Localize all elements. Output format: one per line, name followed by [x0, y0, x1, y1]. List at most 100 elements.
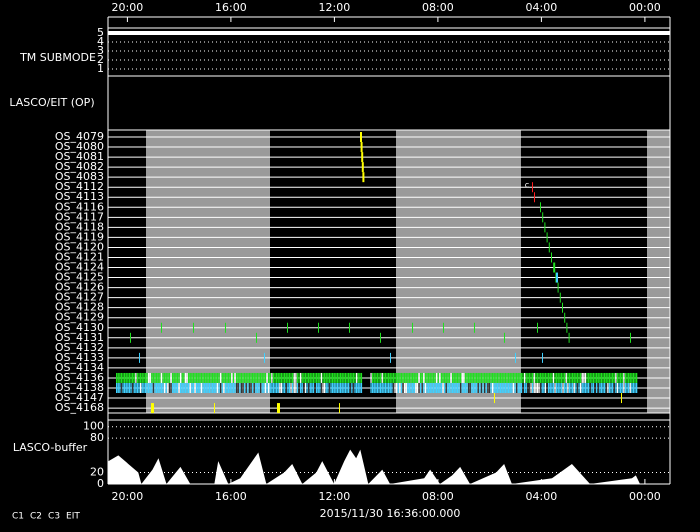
event [152, 372, 155, 383]
event [157, 383, 159, 393]
buffer-tick-label: 100 [83, 420, 104, 433]
event [546, 372, 548, 383]
event [144, 372, 147, 383]
event [605, 383, 607, 393]
event [442, 383, 444, 393]
event [484, 372, 486, 383]
event [287, 383, 289, 393]
event [568, 372, 571, 383]
event [335, 383, 337, 393]
event [120, 372, 123, 383]
event [556, 372, 558, 383]
event [616, 372, 619, 383]
bottom-tick-label: 20:00 [112, 490, 144, 503]
event [122, 372, 124, 383]
event [356, 372, 358, 383]
event [444, 383, 446, 393]
bottom-tick-label: 16:00 [215, 490, 247, 503]
event [439, 372, 441, 383]
event [135, 383, 137, 393]
shade [647, 130, 670, 413]
event [240, 372, 243, 383]
row-label: OS_4134 [55, 361, 104, 374]
event [568, 383, 571, 393]
tm-tick-label: 1 [97, 62, 104, 75]
event [578, 383, 580, 393]
event [324, 383, 326, 393]
event [188, 383, 190, 393]
event [224, 372, 227, 383]
event [351, 383, 353, 393]
event [172, 383, 174, 393]
event [148, 383, 150, 393]
event [306, 383, 308, 393]
event [508, 383, 510, 393]
bottom-tick-label: 12:00 [319, 490, 351, 503]
event [469, 372, 471, 383]
event [357, 383, 359, 393]
event [132, 372, 134, 383]
event [176, 383, 179, 393]
event [192, 383, 195, 393]
event [557, 372, 559, 383]
top-tick-label: 20:00 [112, 1, 144, 14]
event [599, 372, 601, 383]
event [376, 372, 379, 383]
event [429, 372, 431, 383]
event [260, 372, 262, 383]
event [604, 383, 606, 393]
event [610, 383, 612, 393]
event [317, 383, 319, 393]
event [304, 383, 307, 393]
event [186, 383, 188, 393]
event [570, 372, 572, 383]
event [537, 322, 538, 333]
event [471, 383, 473, 393]
event [439, 383, 441, 393]
event [458, 383, 460, 393]
bottom-tick-label: 00:00 [629, 490, 661, 503]
event [164, 372, 166, 383]
lasco-label: LASCO/EIT (OP) [9, 96, 94, 109]
event [352, 372, 355, 383]
event [431, 383, 433, 393]
event [464, 383, 467, 393]
event [214, 403, 215, 414]
event [186, 372, 188, 383]
event [360, 142, 363, 153]
event [536, 383, 539, 393]
event [378, 383, 380, 393]
event [466, 383, 468, 393]
event [196, 372, 198, 383]
event [132, 383, 134, 393]
row-label: OS_4116 [55, 200, 104, 213]
event [506, 372, 508, 383]
event [468, 383, 470, 393]
event [295, 372, 297, 383]
row-label: OS_4126 [55, 281, 104, 294]
event [361, 152, 364, 163]
event [333, 372, 335, 383]
event [440, 383, 443, 393]
row-label: OS_4081 [55, 150, 104, 163]
event [556, 383, 558, 393]
event [354, 372, 356, 383]
event [405, 383, 407, 393]
event [508, 372, 510, 383]
event [540, 383, 542, 393]
event [225, 322, 226, 333]
event [437, 372, 439, 383]
event [149, 372, 151, 383]
event [460, 383, 462, 393]
event [544, 383, 547, 393]
event [572, 372, 574, 383]
event [520, 372, 523, 383]
buffer-tick-label: 20 [90, 466, 104, 479]
event [525, 372, 527, 383]
event [549, 372, 551, 383]
event [200, 383, 203, 393]
event [349, 372, 351, 383]
event [183, 383, 185, 393]
event [434, 383, 436, 393]
event [264, 372, 267, 383]
